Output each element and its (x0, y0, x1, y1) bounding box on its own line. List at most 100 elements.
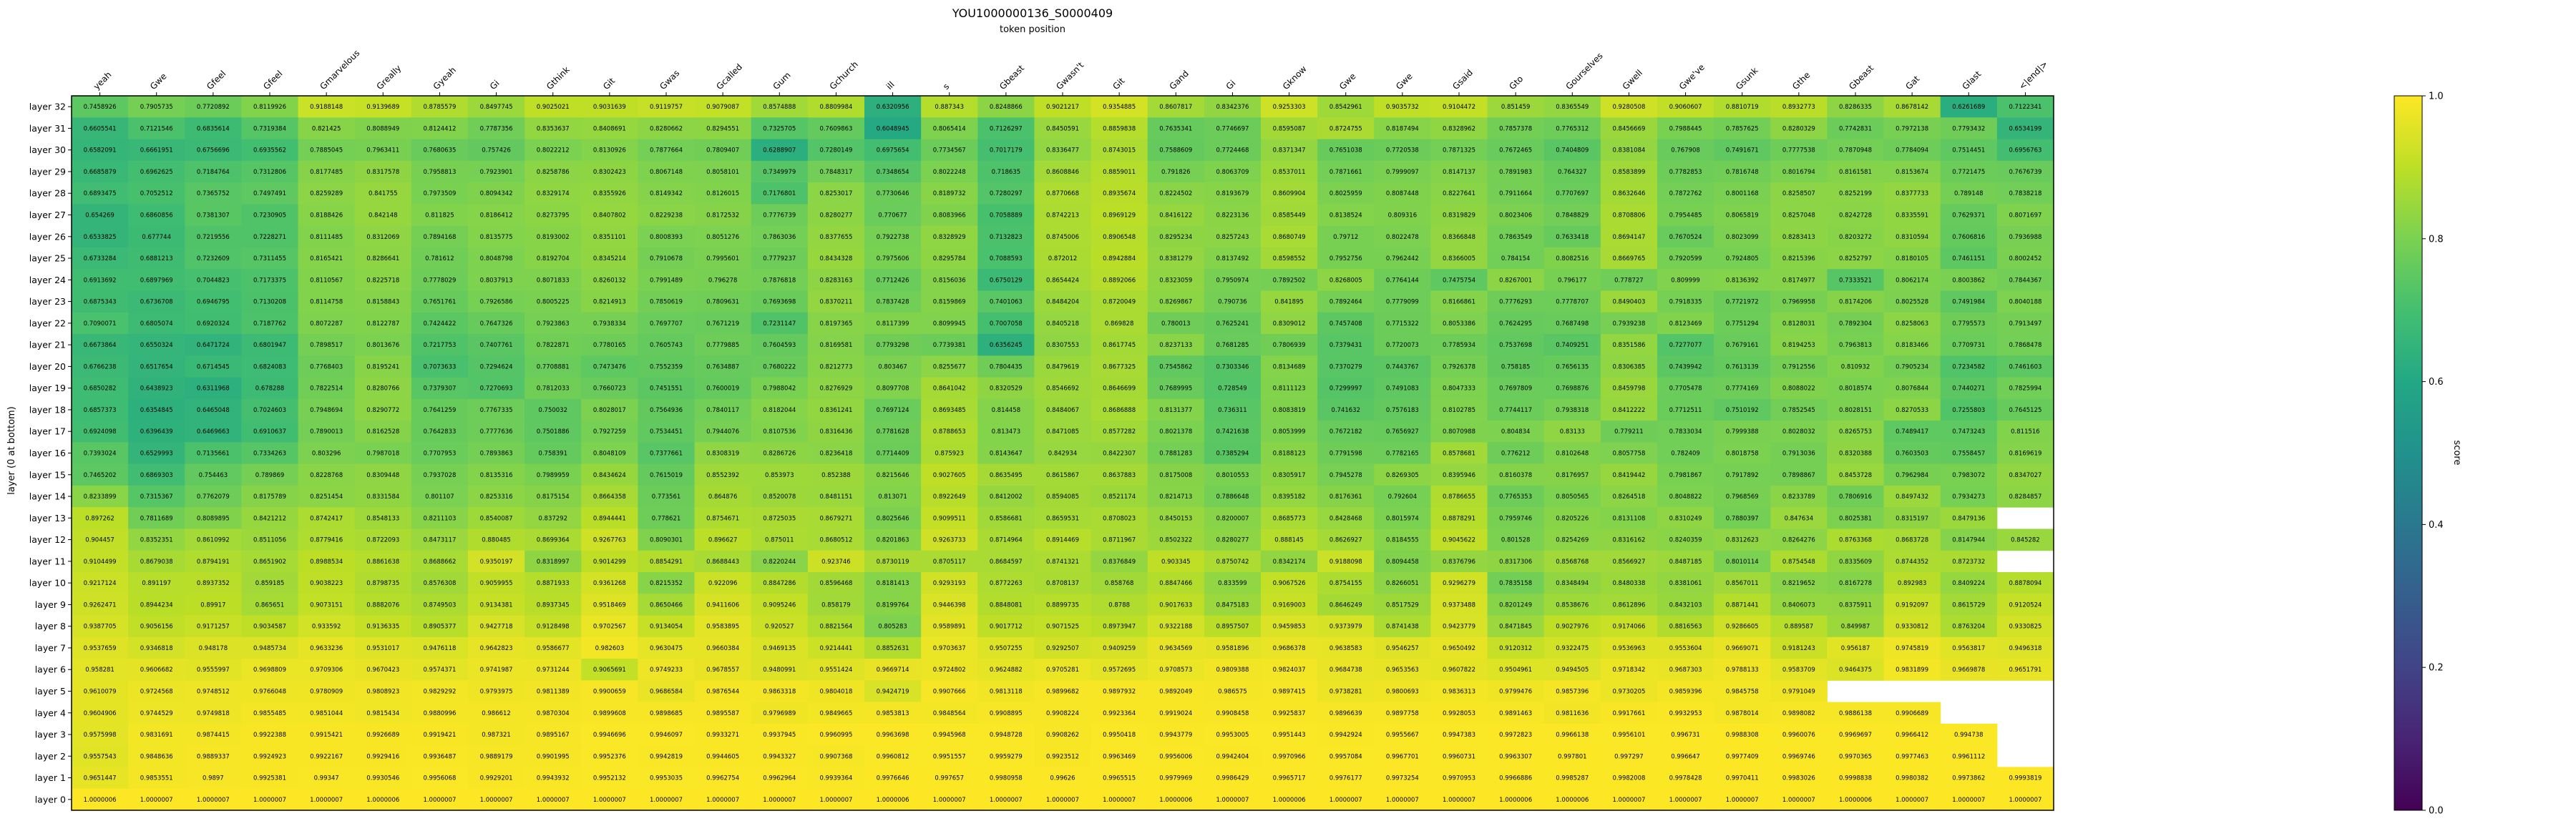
cell-value-label: 0.8310249 (1669, 515, 1702, 522)
heatmap-cell (411, 290, 469, 313)
heatmap-cell (298, 594, 356, 616)
heatmap-cell (807, 182, 865, 205)
heatmap-cell (807, 680, 865, 703)
cell-value-label: 0.9788133 (1726, 667, 1759, 674)
x-tick-label: yeah (92, 69, 114, 92)
cell-value-label: 0.7870948 (1839, 147, 1872, 154)
cell-value-label: 0.6714545 (197, 363, 230, 370)
heatmap-cell (864, 334, 922, 356)
cell-value-label: 0.7044823 (197, 277, 230, 284)
cell-value-label: 0.654269 (85, 212, 114, 220)
cell-value-label: 0.8310594 (1896, 234, 1928, 241)
heatmap-cell (525, 702, 582, 724)
cell-value-label: 0.9886138 (1839, 710, 1872, 717)
heatmap-cell (581, 463, 638, 486)
heatmap-cell (241, 247, 299, 270)
cell-value-label: 0.7991489 (650, 277, 683, 284)
heatmap-cell (638, 702, 696, 724)
y-tick-label: layer 11 (29, 556, 66, 566)
cell-value-label: 0.9966886 (1499, 775, 1532, 782)
cell-value-label: 0.7952756 (1330, 255, 1362, 262)
cell-value-label: 0.8143647 (990, 451, 1023, 458)
heatmap-cell (1261, 247, 1318, 270)
cell-value-label: 0.6396439 (140, 428, 173, 436)
cell-value-label: 0.7058889 (990, 212, 1023, 220)
heatmap-cell (1657, 290, 1714, 313)
heatmap-cell (1487, 182, 1545, 205)
heatmap-cell (1827, 659, 1885, 681)
cell-value-label: 0.8097708 (877, 385, 909, 393)
heatmap-cell (977, 96, 1035, 118)
cell-value-label: 0.8063709 (1216, 169, 1249, 176)
cell-value-label: 0.7812033 (537, 385, 570, 393)
heatmap-cell (128, 204, 185, 227)
cell-value-label: 0.8922649 (933, 493, 966, 501)
heatmap-cell (581, 160, 638, 183)
cell-value-label: 0.7381307 (197, 212, 230, 220)
heatmap-cell (411, 312, 469, 335)
cell-value-label: 0.7720073 (1386, 342, 1419, 349)
cell-value-label: 0.8412222 (1612, 407, 1645, 414)
cell-value-label: 0.9014299 (593, 559, 626, 566)
cell-value-label: 0.8932773 (1782, 104, 1815, 111)
cell-value-label: 0.9496318 (2009, 645, 2041, 652)
heatmap-cell (1317, 767, 1375, 790)
cell-value-label: 0.8859838 (1103, 125, 1136, 132)
cell-value-label: 0.9799476 (1499, 689, 1532, 696)
heatmap-cell (1091, 680, 1148, 703)
cell-value-label: 0.8251454 (310, 493, 343, 501)
cell-value-label: 0.9967701 (1386, 753, 1419, 760)
heatmap-cell (1827, 355, 1885, 378)
heatmap-cell (1091, 139, 1148, 162)
cell-value-label: 0.6975654 (877, 147, 909, 154)
heatmap-cell (977, 723, 1035, 746)
heatmap-cell (921, 290, 978, 313)
heatmap-cell (185, 788, 242, 811)
cell-value-label: 0.8878094 (2009, 580, 2041, 587)
heatmap-cell (354, 550, 412, 573)
cell-value-label: 0.9653563 (1386, 667, 1419, 674)
heatmap-cell (694, 572, 752, 594)
heatmap-cell (638, 550, 696, 573)
cell-value-label: 0.8225718 (366, 277, 399, 284)
cell-value-label: 0.7768403 (310, 363, 343, 370)
heatmap-cell (1374, 572, 1431, 594)
cell-value-label: 0.9346818 (140, 645, 173, 652)
heatmap-cell (638, 355, 696, 378)
heatmap-cell (1317, 225, 1375, 248)
heatmap-cell (1147, 247, 1205, 270)
heatmap-cell (1204, 377, 1262, 400)
cell-value-label: 0.8265753 (1839, 428, 1872, 436)
cell-value-label: 0.9099511 (933, 515, 966, 522)
heatmap-cell (468, 182, 525, 205)
cell-value-label: 0.7938334 (593, 320, 626, 328)
heatmap-cell (1883, 636, 1941, 659)
cell-value-label: 0.9965515 (1103, 775, 1136, 782)
cell-value-label: 0.8312069 (366, 234, 399, 241)
x-tick-label: Gwas (658, 68, 681, 92)
cell-value-label: 0.6920324 (197, 320, 230, 328)
cell-value-label: 0.8722093 (366, 537, 399, 544)
heatmap-cell (1147, 96, 1205, 118)
cell-value-label: 0.764327 (1558, 169, 1587, 176)
cell-value-label: 0.8194253 (1782, 342, 1815, 349)
y-tick-label: layer 26 (29, 231, 66, 242)
heatmap-cell (1714, 636, 1771, 659)
heatmap-cell (977, 204, 1035, 227)
cell-value-label: 0.9939364 (819, 775, 852, 782)
heatmap-cell (751, 247, 809, 270)
cell-value-label: 0.9945968 (933, 732, 966, 739)
heatmap-cell (241, 96, 299, 118)
heatmap-cell (864, 204, 922, 227)
heatmap-cell (977, 463, 1035, 486)
cell-value-label: 0.8087448 (1386, 190, 1419, 197)
heatmap-cell (1770, 767, 1828, 790)
heatmap-cell (298, 247, 356, 270)
cell-value-label: 0.8071697 (2009, 212, 2041, 220)
heatmap-cell (1600, 788, 1658, 811)
heatmap-cell (411, 636, 469, 659)
heatmap-cell (1487, 507, 1545, 529)
cell-value-label: 0.986575 (1218, 689, 1247, 696)
heatmap-cell (1827, 767, 1885, 790)
heatmap-cell (1600, 680, 1658, 703)
